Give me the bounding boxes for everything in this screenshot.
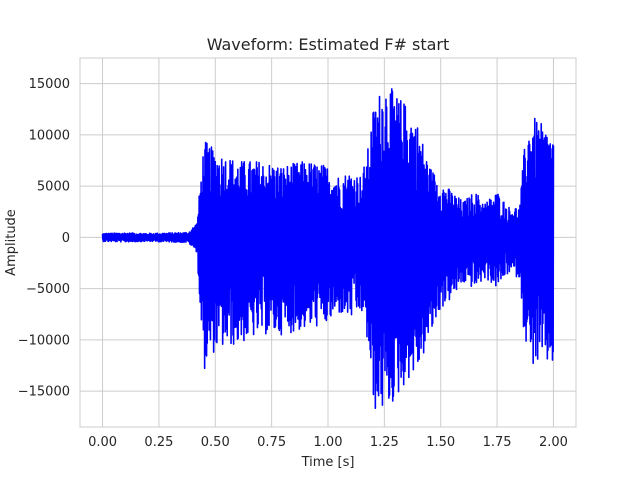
- plot-frame: [79, 57, 577, 428]
- x-tick-label: 1.50: [426, 435, 455, 450]
- y-tick-label: 5000: [37, 180, 70, 195]
- x-axis-title: Time [s]: [301, 455, 355, 470]
- waveform-line: [101, 88, 555, 409]
- x-tick-label: 0.00: [88, 435, 117, 450]
- waveform-series: [101, 88, 555, 409]
- x-tick-label: 1.25: [370, 435, 399, 450]
- x-tick-label: 2.00: [539, 435, 568, 450]
- x-tick-label: 0.50: [201, 435, 230, 450]
- x-tick-label: 1.75: [483, 435, 512, 450]
- x-tick-label: 0.75: [257, 435, 286, 450]
- y-tick-label: −15000: [18, 385, 70, 400]
- y-tick-label: 10000: [29, 128, 70, 143]
- chart-title: Waveform: Estimated F# start: [207, 35, 450, 54]
- y-tick-label: −5000: [26, 282, 70, 297]
- y-tick-labels: −15000 −10000 −5000 0 5000 10000 15000: [18, 77, 70, 400]
- y-tick-label: 0: [62, 231, 70, 246]
- x-tick-label: 1.00: [314, 435, 343, 450]
- x-tick-labels: 0.00 0.25 0.50 0.75 1.00 1.25 1.50 1.75 2.00: [88, 435, 568, 450]
- x-tick-label: 0.25: [144, 435, 173, 450]
- y-tick-label: 15000: [29, 77, 70, 92]
- y-tick-label: −10000: [18, 333, 70, 348]
- y-axis-title: Amplitude: [4, 209, 19, 276]
